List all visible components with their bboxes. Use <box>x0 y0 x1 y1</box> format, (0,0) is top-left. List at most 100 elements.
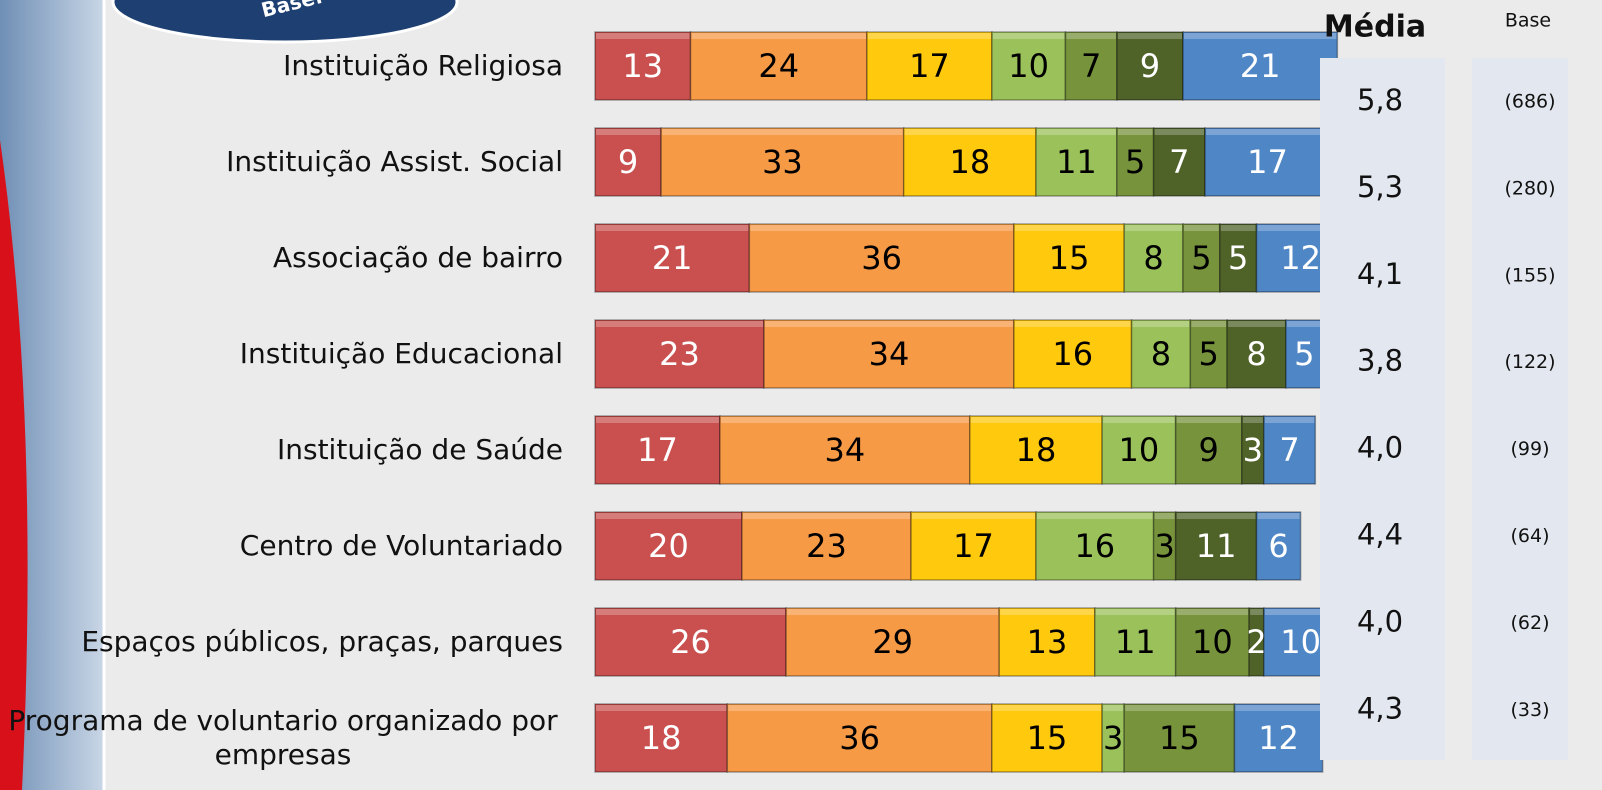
bar-highlight <box>765 321 1013 327</box>
bar-highlight <box>787 609 999 615</box>
bar-segment <box>594 607 787 677</box>
bar-segment <box>594 127 662 197</box>
side-stripe <box>0 140 28 790</box>
media-value: 3,8 <box>1357 344 1403 378</box>
media-value: 4,0 <box>1357 431 1403 465</box>
segment-label: 17 <box>1247 143 1288 181</box>
segment-label: 6 <box>1268 527 1288 565</box>
category-label: Espaços públicos, praças, parques <box>0 625 563 659</box>
bar-segment <box>1035 127 1118 197</box>
base-value: (686) <box>1504 91 1555 113</box>
bar-highlight <box>596 513 741 519</box>
segment-label: 20 <box>648 527 689 565</box>
bar-highlight <box>1176 609 1249 615</box>
bar-highlight <box>1264 417 1315 423</box>
segment-label: 36 <box>861 239 902 277</box>
bar-segment <box>594 319 765 389</box>
bar-segment <box>1182 223 1221 293</box>
category-label: Instituição de Saúde <box>0 433 563 467</box>
segment-label: 10 <box>1119 431 1160 469</box>
bar-segment <box>1013 223 1125 293</box>
media-value: 4,0 <box>1357 604 1403 638</box>
bar-segment <box>1226 319 1287 389</box>
bar-highlight <box>1000 609 1094 615</box>
category-label: Programa de voluntario organizado por em… <box>0 704 563 772</box>
segment-label: 12 <box>1280 239 1321 277</box>
bar-segment <box>594 223 751 293</box>
segment-label: 21 <box>652 239 693 277</box>
bar-highlight <box>1176 417 1241 423</box>
segment-label: 5 <box>1294 335 1314 373</box>
bar-highlight <box>1132 321 1190 327</box>
bar-highlight <box>1257 225 1340 231</box>
bar-highlight <box>596 33 690 39</box>
bar-highlight <box>728 705 991 711</box>
bar-highlight <box>1228 321 1285 327</box>
segment-label: 17 <box>637 431 678 469</box>
category-text: Centro de Voluntariado <box>239 529 563 562</box>
segment-label: 29 <box>872 623 913 661</box>
base-panel <box>1472 58 1568 760</box>
bar-highlight <box>1154 129 1205 135</box>
bar-highlight <box>691 33 866 39</box>
segment-label: 36 <box>839 719 880 757</box>
bar-highlight <box>1014 321 1131 327</box>
bar-highlight <box>596 225 749 231</box>
bar-highlight <box>1037 129 1116 135</box>
bar-segment <box>1130 319 1192 389</box>
bar-highlight <box>662 129 903 135</box>
bar-highlight <box>1257 513 1300 519</box>
bar-highlight <box>1125 225 1182 231</box>
segment-label: 7 <box>1169 143 1189 181</box>
bar-highlight <box>1095 609 1175 615</box>
segment-label: 10 <box>1008 47 1049 85</box>
bar-highlight <box>1235 705 1322 711</box>
bar-highlight <box>720 417 969 423</box>
media-panel <box>1320 58 1445 760</box>
bar-segment <box>763 319 1015 389</box>
bar-highlight <box>1242 417 1263 423</box>
segment-label: 26 <box>670 623 711 661</box>
segment-label: 3 <box>1154 527 1174 565</box>
bar-segment <box>1255 511 1302 581</box>
segment-label: 9 <box>1140 47 1160 85</box>
bar-highlight <box>1191 321 1227 327</box>
bar-segment <box>998 607 1096 677</box>
segment-label: 13 <box>622 47 663 85</box>
bar-highlight <box>912 513 1035 519</box>
segment-label: 11 <box>1056 143 1097 181</box>
table: 5,8 (686) 5,3 (280) 4,1 (155) 3,8 (122) 4,0 (99) 4… <box>1357 83 1556 725</box>
bar-highlight <box>1037 513 1153 519</box>
category-label: Centro de Voluntariado <box>0 529 563 563</box>
category-text: Associação de bairro <box>272 241 563 274</box>
segment-label: 5 <box>1199 335 1219 373</box>
badge <box>111 0 459 44</box>
media-value: 4,3 <box>1357 691 1403 725</box>
segment-label: 17 <box>909 47 950 85</box>
bar-segment <box>748 223 1015 293</box>
base-value: (155) <box>1504 264 1555 286</box>
category-text: Instituição Educacional <box>239 337 563 370</box>
segment-label: 33 <box>762 143 803 181</box>
bar-segment <box>1116 127 1155 197</box>
bar-highlight <box>1264 609 1337 615</box>
bar-highlight <box>1184 33 1337 39</box>
segment-label: 34 <box>825 431 866 469</box>
bar-segment <box>785 607 1000 677</box>
segment-label: 18 <box>1016 431 1057 469</box>
segment-label: 8 <box>1246 335 1266 373</box>
media-value: 5,3 <box>1357 170 1403 204</box>
bar-segment <box>719 415 971 485</box>
base-value: (64) <box>1510 525 1549 547</box>
category-text: Programa de voluntario organizado por em… <box>8 704 558 771</box>
segment-label: 12 <box>1258 719 1299 757</box>
segment-label: 15 <box>1027 719 1068 757</box>
segment-label: 5 <box>1228 239 1248 277</box>
segment-label: 21 <box>1240 47 1281 85</box>
bar-segment <box>594 415 721 485</box>
segment-label: 18 <box>949 143 990 181</box>
category-text: Instituição Assist. Social <box>226 145 563 178</box>
